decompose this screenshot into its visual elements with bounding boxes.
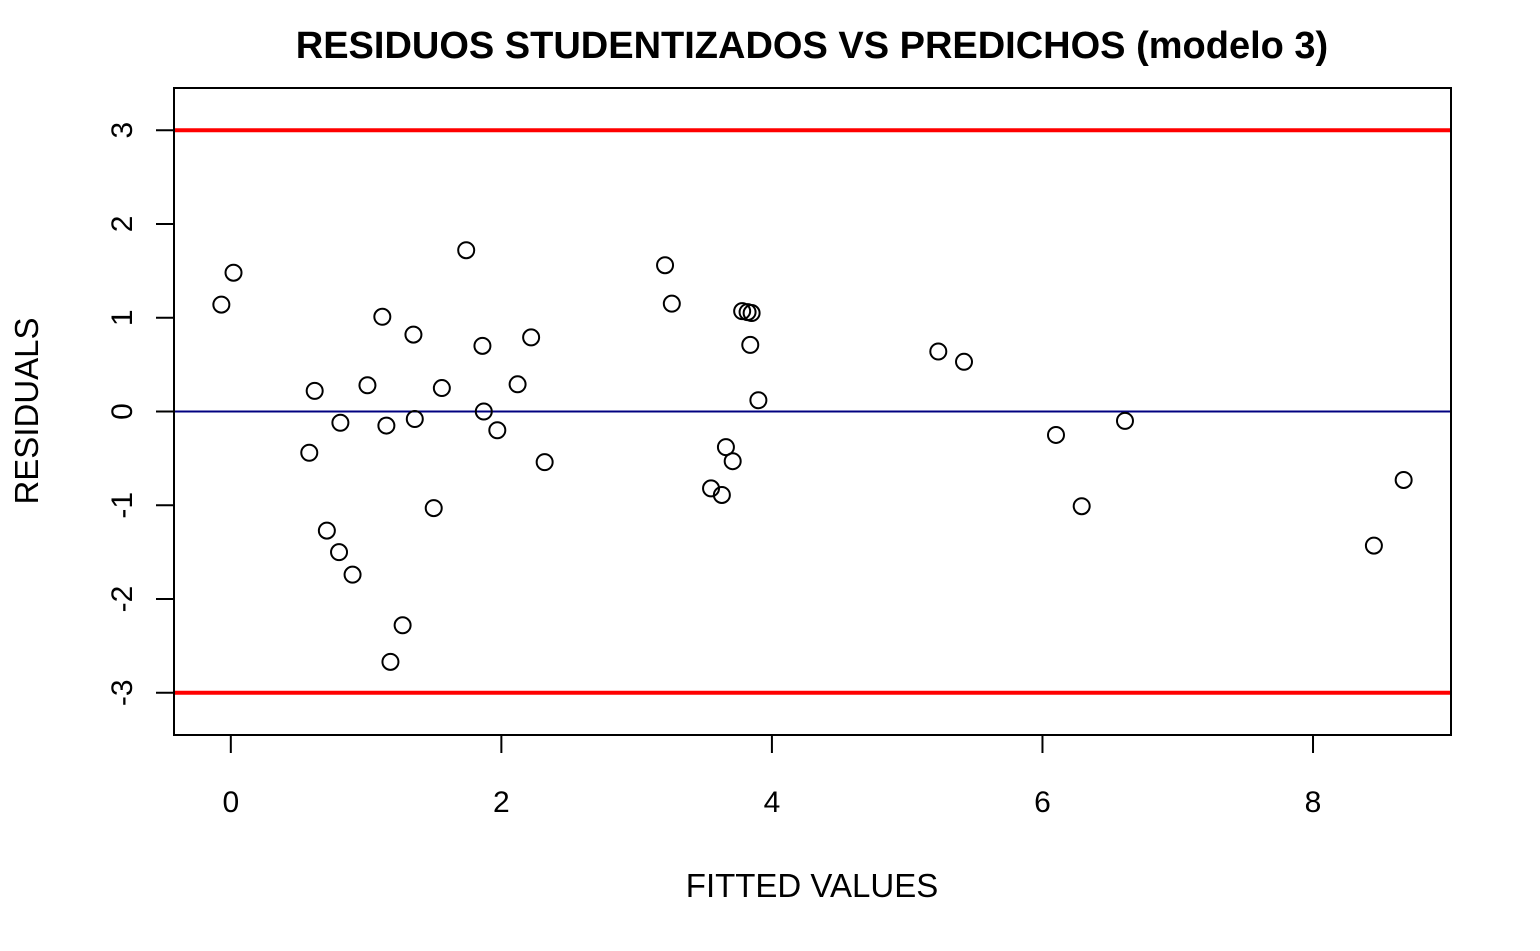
x-tick-label: 0	[222, 786, 239, 819]
data-point	[432, 379, 451, 398]
data-point	[300, 443, 319, 462]
data-point	[712, 485, 731, 504]
data-point	[716, 438, 735, 457]
y-axis-label: RESIDUALS	[8, 317, 45, 504]
data-point	[330, 543, 349, 562]
data-point	[508, 375, 527, 394]
data-point	[741, 335, 760, 354]
x-axis: 0 2 4 6 8	[222, 734, 1322, 819]
data-points	[212, 241, 1413, 671]
data-point	[457, 241, 476, 260]
data-point	[373, 307, 392, 326]
y-tick-label: 0	[106, 403, 139, 420]
reference-lines	[174, 128, 1451, 695]
data-point	[358, 376, 377, 395]
data-point	[522, 328, 541, 347]
data-point	[742, 304, 761, 323]
y-tick-label: -2	[106, 586, 139, 613]
data-point	[212, 295, 231, 314]
x-tick-label: 6	[1034, 786, 1051, 819]
data-point	[1364, 536, 1383, 555]
data-point	[488, 421, 507, 440]
plot-frame	[173, 87, 1452, 736]
data-point	[749, 391, 768, 410]
data-point	[424, 499, 443, 518]
data-point	[405, 410, 424, 429]
data-point	[535, 453, 554, 472]
data-point	[343, 565, 362, 584]
data-point	[656, 256, 675, 275]
y-tick-label: -3	[106, 679, 139, 706]
data-point	[474, 402, 493, 421]
y-axis: -3 -2 -1 0 1 2 3	[106, 122, 175, 706]
data-point	[723, 452, 742, 471]
data-point	[381, 652, 400, 671]
data-point	[1394, 470, 1413, 489]
data-point	[331, 413, 350, 432]
y-tick-label: -1	[106, 492, 139, 519]
data-point	[1115, 411, 1134, 430]
data-point	[1072, 497, 1091, 516]
data-point	[1046, 425, 1065, 444]
data-point	[377, 416, 396, 435]
y-tick-label: 3	[106, 122, 139, 139]
data-point	[317, 521, 336, 540]
x-tick-label: 4	[764, 786, 781, 819]
x-tick-label: 2	[493, 786, 510, 819]
data-point	[305, 381, 324, 400]
y-tick-label: 2	[106, 216, 139, 233]
chart-title: RESIDUOS STUDENTIZADOS VS PREDICHOS (mod…	[296, 25, 1328, 67]
x-axis-label: FITTED VALUES	[686, 867, 938, 904]
data-point	[224, 263, 243, 282]
data-point	[473, 336, 492, 355]
data-point	[955, 352, 974, 371]
data-point	[662, 294, 681, 313]
y-tick-label: 1	[106, 309, 139, 326]
x-tick-label: 8	[1305, 786, 1322, 819]
data-point	[404, 325, 423, 344]
data-point	[393, 616, 412, 635]
data-point	[929, 342, 948, 361]
